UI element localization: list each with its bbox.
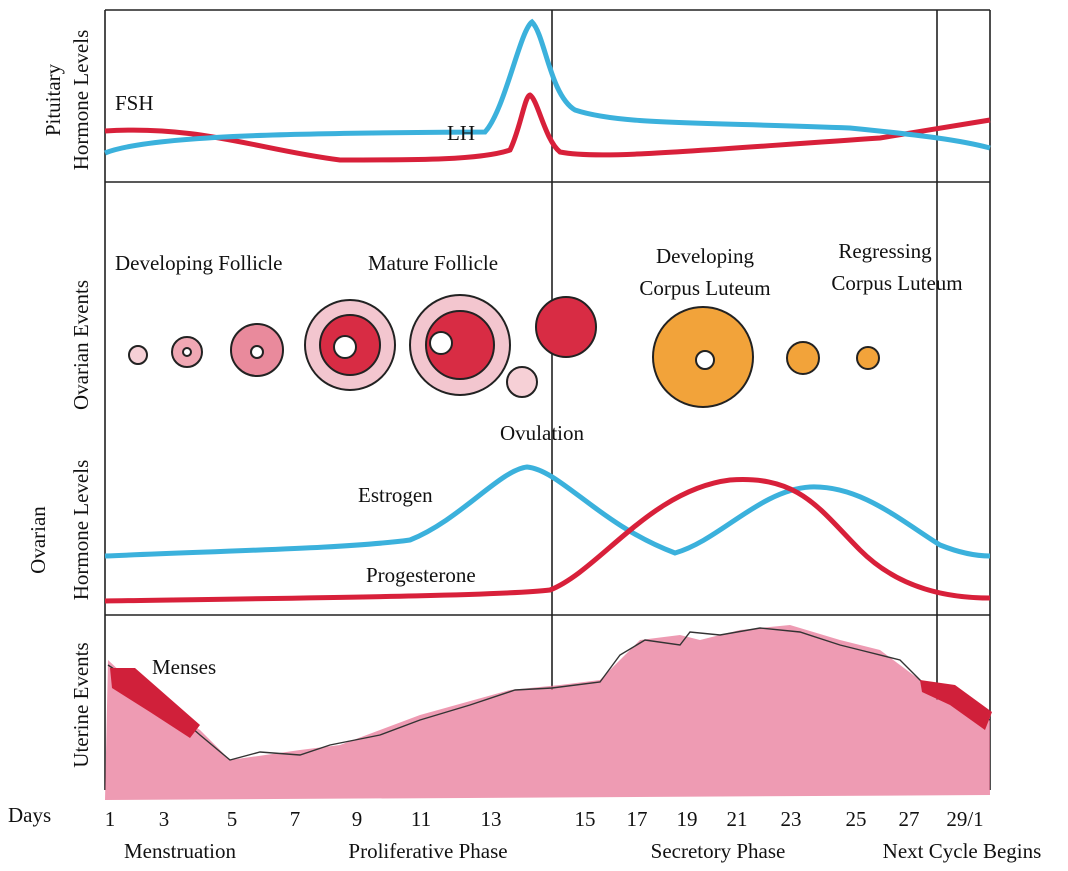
event-label: Corpus Luteum bbox=[639, 276, 770, 300]
day-tick-label: 9 bbox=[352, 807, 363, 831]
estrogen-curve bbox=[104, 464, 991, 559]
axis-label: Hormone Levels bbox=[69, 460, 93, 601]
labels: Pituitary Hormone Levels FSH LH Ovarian … bbox=[8, 30, 963, 827]
axis-label: Hormone Levels bbox=[69, 30, 93, 171]
day-tick-label: 13 bbox=[481, 807, 502, 831]
day-tick-label: 3 bbox=[159, 807, 170, 831]
day-ticks: 1 3 5 7 9 11 13 15 17 19 21 23 25 27 29/1 bbox=[105, 807, 984, 831]
axis-label: Uterine Events bbox=[69, 642, 93, 767]
days-label: Days bbox=[8, 803, 51, 827]
fsh-curve bbox=[104, 92, 991, 163]
day-tick-label: 7 bbox=[290, 807, 301, 831]
event-label: Developing Follicle bbox=[115, 251, 282, 275]
day-tick-label: 11 bbox=[411, 807, 431, 831]
next-menses-layer bbox=[920, 680, 992, 730]
lh-curve bbox=[104, 18, 991, 156]
event-label: Corpus Luteum bbox=[831, 271, 962, 295]
phase-labels: Menstruation Proliferative Phase Secretory… bbox=[124, 839, 1041, 863]
day-tick-label: 1 bbox=[105, 807, 116, 831]
phase-label: Menstruation bbox=[124, 839, 236, 863]
curve-label: Progesterone bbox=[366, 563, 476, 587]
phase-label: Proliferative Phase bbox=[348, 839, 507, 863]
day-tick-label: 25 bbox=[846, 807, 867, 831]
uterine-lining bbox=[105, 625, 990, 800]
event-label: Ovulation bbox=[500, 421, 584, 445]
day-tick-label: 15 bbox=[575, 807, 596, 831]
day-tick-label: 27 bbox=[899, 807, 920, 831]
curve-label: FSH bbox=[115, 91, 154, 115]
curve-label: Estrogen bbox=[358, 483, 433, 507]
event-label: Mature Follicle bbox=[368, 251, 498, 275]
day-tick-label: 19 bbox=[677, 807, 698, 831]
event-label: Developing bbox=[656, 244, 754, 268]
event-label: Regressing bbox=[838, 239, 932, 263]
day-tick-label: 17 bbox=[627, 807, 648, 831]
uterine-surface bbox=[107, 627, 991, 761]
axis-label: Ovarian Events bbox=[69, 280, 93, 410]
axis-label: Pituitary bbox=[41, 63, 65, 136]
day-tick-label: 23 bbox=[781, 807, 802, 831]
axis-label: Ovarian bbox=[26, 506, 50, 574]
curve-label: LH bbox=[447, 121, 475, 145]
day-tick-label: 29/1 bbox=[946, 807, 983, 831]
progesterone-curve bbox=[104, 477, 991, 604]
day-tick-label: 5 bbox=[227, 807, 238, 831]
event-label: Menses bbox=[152, 655, 216, 679]
menses-layer bbox=[110, 668, 200, 738]
day-tick-label: 21 bbox=[727, 807, 748, 831]
follicles bbox=[128, 294, 880, 408]
phase-label: Secretory Phase bbox=[651, 839, 786, 863]
phase-label: Next Cycle Begins bbox=[883, 839, 1042, 863]
